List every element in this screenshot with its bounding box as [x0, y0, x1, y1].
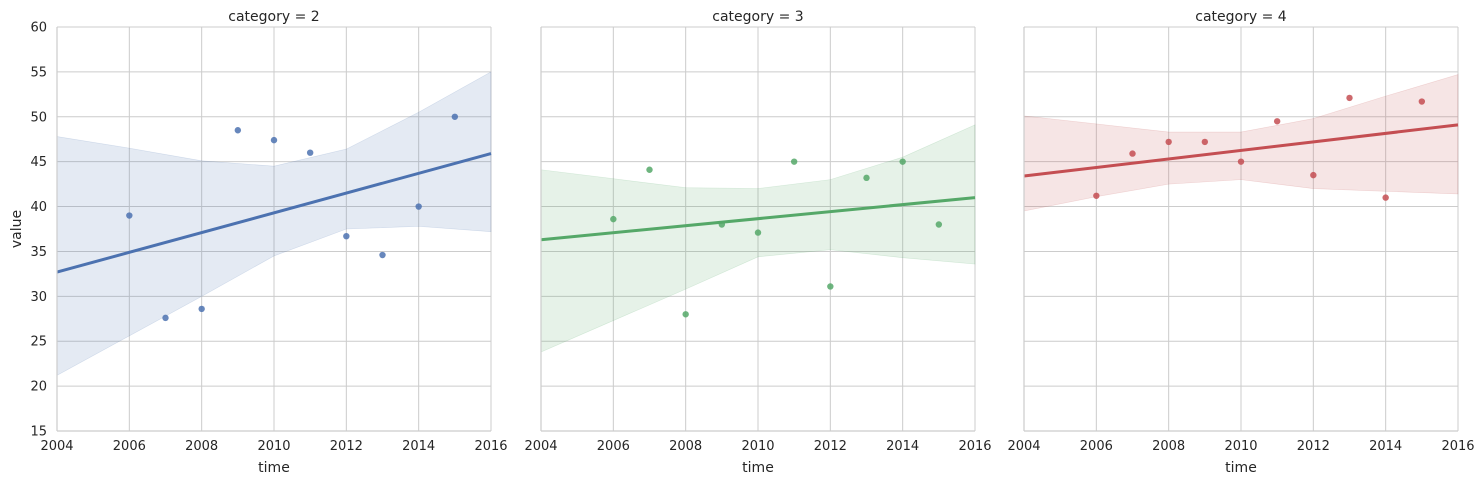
x-tick-label: 2006 — [1080, 439, 1113, 454]
y-tick-label: 55 — [30, 65, 47, 80]
data-point — [162, 314, 169, 322]
data-point — [234, 127, 242, 134]
y-tick-label: 50 — [30, 110, 47, 125]
x-tick-label: 2014 — [1369, 439, 1402, 454]
x-tick-label: 2010 — [257, 439, 290, 454]
x-tick-label: 2016 — [1441, 439, 1474, 454]
data-point — [790, 158, 798, 165]
x-tick-label: 2012 — [330, 439, 363, 454]
y-tick-label: 15 — [30, 425, 47, 440]
y-tick-label: 25 — [30, 335, 47, 350]
data-point — [1093, 192, 1100, 199]
x-tick-label: 2006 — [113, 439, 146, 454]
x-tick-label: 2008 — [1152, 439, 1185, 454]
data-point — [415, 203, 422, 210]
data-point — [1382, 194, 1389, 201]
data-point — [198, 305, 205, 313]
x-tick-label: 2004 — [1007, 439, 1040, 454]
data-point — [935, 221, 943, 228]
data-point — [827, 283, 834, 290]
y-tick-label: 35 — [30, 245, 47, 260]
x-tick-label: 2006 — [597, 439, 630, 454]
data-point — [270, 136, 278, 144]
y-tick-label: 60 — [30, 21, 47, 36]
y-tick-label: 45 — [30, 155, 47, 170]
data-point — [1346, 94, 1353, 102]
y-tick-label: 40 — [30, 200, 47, 215]
x-tick-label: 2010 — [741, 439, 774, 454]
x-axis-label: time — [742, 460, 774, 476]
data-point — [451, 113, 459, 120]
x-tick-label: 2012 — [814, 439, 847, 454]
confidence-band — [540, 124, 976, 353]
x-tick-label: 2008 — [669, 439, 702, 454]
x-axis-label: time — [1225, 460, 1257, 476]
x-tick-label: 2014 — [402, 439, 435, 454]
x-tick-label: 2004 — [40, 439, 73, 454]
x-tick-label: 2004 — [524, 439, 557, 454]
data-point — [1165, 138, 1172, 146]
data-point — [1237, 158, 1245, 165]
data-point — [1310, 171, 1317, 179]
y-tick-label: 30 — [30, 290, 47, 305]
regression-line — [56, 152, 492, 274]
x-tick-label: 2016 — [958, 439, 991, 454]
regression-line — [1023, 123, 1459, 178]
facet-panel: 2004 2006 2008 2010 2012 2014 2016 15 20 25 30 35 40… — [30, 9, 507, 476]
x-tick-label: 2014 — [886, 439, 919, 454]
x-axis-label: time — [258, 460, 290, 476]
data-point — [682, 311, 689, 318]
data-point — [306, 149, 314, 156]
x-tick-label: 2012 — [1297, 439, 1330, 454]
x-tick-label: 2016 — [474, 439, 507, 454]
data-point — [1201, 138, 1209, 146]
x-tick-label: 2010 — [1224, 439, 1257, 454]
y-axis-label: value — [9, 210, 25, 248]
data-point — [1418, 98, 1426, 105]
data-point — [343, 232, 350, 240]
data-point — [863, 174, 870, 182]
data-point — [1129, 150, 1136, 157]
data-point — [1273, 118, 1281, 125]
regression-line — [540, 196, 976, 242]
data-point — [126, 212, 133, 219]
panel-title: category = 2 — [228, 9, 319, 25]
data-point — [646, 166, 653, 173]
facet-panel: 2004 2006 2008 2010 2012 2014 2016 category = 3… — [524, 9, 991, 476]
confidence-band — [1023, 74, 1459, 212]
facet-panel: 2004 2006 2008 2010 2012 2014 2016 category = 4… — [1007, 9, 1474, 476]
data-point — [379, 251, 386, 259]
y-tick-label: 20 — [30, 380, 47, 395]
data-point — [718, 221, 726, 228]
panel-title: category = 3 — [712, 9, 803, 25]
data-point — [899, 158, 906, 165]
panel-title: category = 4 — [1195, 9, 1287, 25]
x-tick-label: 2008 — [185, 439, 218, 454]
confidence-band — [56, 71, 492, 376]
data-point — [610, 215, 617, 223]
data-point — [754, 229, 762, 236]
